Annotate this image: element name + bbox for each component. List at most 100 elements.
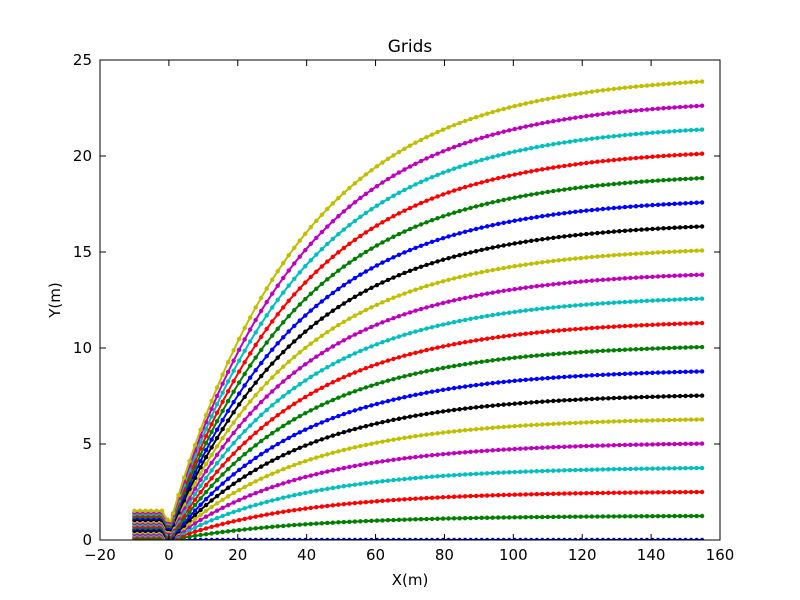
- grid-point: [385, 196, 391, 202]
- grid-point: [270, 511, 275, 516]
- grid-point: [677, 321, 683, 326]
- grid-point: [661, 249, 666, 255]
- grid-point: [385, 378, 391, 383]
- grid-point: [507, 515, 512, 520]
- grid-point: [672, 537, 677, 540]
- grid-point: [545, 259, 550, 264]
- grid-point: [512, 401, 517, 406]
- grid-point: [281, 495, 286, 500]
- grid-point: [380, 340, 385, 345]
- grid-point: [677, 297, 683, 302]
- grid-point: [396, 355, 402, 360]
- grid-point: [512, 423, 517, 429]
- grid-point: [688, 465, 694, 471]
- grid-point: [413, 413, 418, 418]
- grid-point: [440, 473, 446, 479]
- grid-point: [396, 517, 402, 523]
- grid-point: [611, 514, 617, 519]
- grid-point: [220, 463, 225, 468]
- grid-point: [473, 360, 479, 365]
- grid-point: [479, 269, 484, 275]
- grid-point: [402, 415, 407, 420]
- grid-point: [247, 537, 253, 540]
- grid-point: [462, 207, 468, 212]
- grid-point: [292, 462, 297, 468]
- grid-point: [418, 537, 424, 540]
- grid-point: [297, 491, 302, 497]
- grid-point: [523, 492, 528, 497]
- grid-point: [236, 424, 242, 429]
- grid-point: [352, 294, 358, 300]
- grid-point: [358, 348, 363, 354]
- grid-point: [413, 434, 418, 439]
- grid-point: [672, 249, 677, 254]
- grid-point: [523, 239, 528, 244]
- grid-point: [573, 374, 578, 379]
- grid-point: [534, 491, 539, 497]
- grid-point: [551, 445, 556, 450]
- grid-point: [297, 476, 302, 481]
- grid-point: [435, 151, 440, 156]
- grid-point: [374, 421, 380, 426]
- grid-point: [600, 135, 606, 140]
- grid-point: [600, 277, 606, 283]
- grid-point: [633, 371, 639, 376]
- grid-point: [584, 90, 589, 95]
- grid-point: [220, 472, 225, 477]
- grid-point: [462, 229, 468, 234]
- grid-point: [247, 375, 253, 380]
- grid-point: [683, 489, 688, 495]
- grid-point: [699, 296, 705, 301]
- grid-point: [661, 346, 666, 351]
- grid-point: [281, 379, 286, 384]
- grid-point: [220, 417, 225, 423]
- grid-point: [231, 379, 236, 384]
- grid-point: [661, 106, 666, 111]
- grid-point: [319, 453, 325, 459]
- grid-point: [512, 103, 517, 109]
- grid-point: [209, 476, 214, 481]
- grid-point: [259, 425, 264, 431]
- grid-point: [242, 440, 247, 445]
- grid-point: [628, 275, 633, 281]
- grid-point: [529, 377, 534, 382]
- grid-point: [573, 91, 578, 97]
- grid-point: [473, 315, 479, 321]
- grid-point: [556, 444, 561, 450]
- grid-point: [281, 335, 286, 340]
- grid-point: [584, 302, 589, 307]
- grid-point: [286, 283, 291, 288]
- grid-point: [242, 383, 247, 388]
- grid-point: [556, 398, 561, 403]
- grid-point: [391, 315, 396, 321]
- grid-point: [622, 180, 628, 186]
- grid-point: [479, 448, 484, 454]
- grid-point: [424, 369, 429, 374]
- grid-point: [639, 155, 644, 160]
- grid-point: [655, 490, 661, 495]
- grid-point: [578, 209, 584, 214]
- grid-point: [281, 409, 286, 414]
- grid-point: [518, 308, 523, 314]
- grid-point: [688, 441, 694, 446]
- grid-point: [247, 423, 253, 428]
- grid-point: [639, 275, 644, 280]
- grid-point: [518, 148, 523, 153]
- grid-point: [380, 537, 385, 540]
- grid-point: [484, 448, 490, 453]
- grid-point: [688, 537, 694, 540]
- grid-point: [523, 515, 528, 520]
- grid-point: [545, 236, 550, 241]
- grid-point: [396, 149, 402, 155]
- grid-point: [407, 393, 413, 399]
- grid-point: [595, 278, 600, 283]
- grid-point: [292, 339, 297, 344]
- grid-point: [479, 202, 484, 208]
- grid-point: [363, 366, 369, 371]
- grid-point: [534, 284, 539, 289]
- grid-point: [259, 476, 264, 481]
- grid-line-13: [132, 224, 705, 532]
- grid-point: [270, 319, 275, 324]
- grid-point: [236, 380, 242, 385]
- grid-point: [391, 255, 396, 260]
